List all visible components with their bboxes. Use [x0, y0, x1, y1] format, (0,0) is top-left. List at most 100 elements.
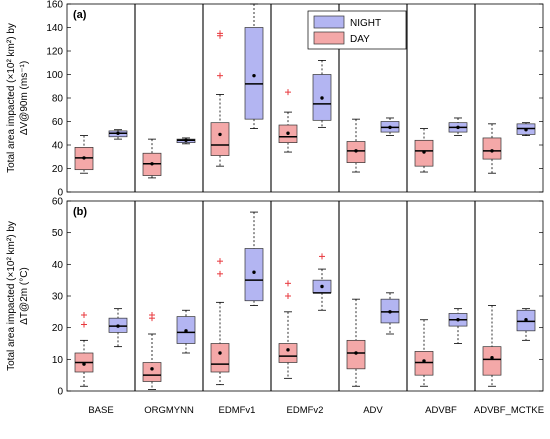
- box-day: [142, 138, 162, 179]
- mean-marker: [422, 359, 426, 363]
- box-night: [108, 308, 128, 348]
- mean-marker: [524, 128, 528, 132]
- mean-marker: [354, 149, 358, 153]
- x-tick-label: ADVBF_MCTKE: [474, 405, 544, 416]
- y-tick-label: 60: [52, 197, 64, 208]
- mean-marker: [218, 132, 222, 137]
- y-axis-label-line2: ΔT@2m (°C): [19, 267, 30, 325]
- mean-marker: [286, 131, 290, 135]
- legend-label: NIGHT: [350, 18, 381, 29]
- box-night: [244, 211, 264, 306]
- legend-label: DAY: [350, 34, 370, 45]
- mean-marker: [490, 356, 494, 360]
- x-tick-label: ADV: [363, 405, 383, 416]
- box-night: [516, 122, 536, 137]
- iqr-box: [414, 351, 434, 376]
- x-tick-label: BASE: [88, 405, 113, 416]
- outlier-marker: [217, 72, 223, 79]
- outlier-marker: [217, 30, 223, 37]
- box-night: [448, 308, 468, 344]
- y-axis-label-line1: Total area impacted (×10² km²) by: [6, 221, 17, 371]
- mean-marker: [422, 150, 426, 154]
- box-day: [346, 298, 366, 387]
- y-tick-label: 50: [52, 228, 64, 239]
- y-tick-label: 20: [52, 164, 64, 175]
- outlier-marker: [285, 89, 291, 96]
- box-night: [380, 117, 400, 137]
- mean-marker: [286, 348, 290, 352]
- box-day: [210, 258, 230, 386]
- mean-marker: [320, 284, 324, 289]
- mean-marker: [388, 310, 392, 314]
- mean-marker: [456, 125, 460, 130]
- iqr-box: [210, 343, 230, 373]
- mean-marker: [252, 73, 256, 78]
- y-tick-label: 0: [57, 387, 63, 398]
- box-night: [244, 3, 264, 129]
- box-day: [482, 305, 502, 387]
- box-day: [346, 118, 366, 173]
- legend-swatch-day: [313, 31, 345, 45]
- box-day: [278, 280, 298, 379]
- box-day: [414, 319, 434, 387]
- mean-marker: [82, 362, 86, 366]
- mean-marker: [252, 270, 256, 274]
- box-day: [210, 30, 230, 167]
- outlier-marker: [217, 270, 223, 277]
- y-tick-label: 20: [52, 323, 64, 334]
- y-tick-label: 80: [52, 94, 64, 105]
- panel-b: 0 10 20 30 40 50 60 (b) Total area impacted (×10…: [6, 197, 544, 417]
- legend: NIGHT DAY: [307, 10, 407, 50]
- y-axis-label-line2: ΔV@90m (ms⁻¹): [19, 61, 30, 135]
- y-tick-label: 60: [52, 117, 64, 128]
- outlier-marker: [217, 258, 223, 265]
- y-axis-label-line1: Total area impacted (×10² km²) by: [6, 23, 17, 173]
- mean-marker: [184, 138, 188, 142]
- mean-marker: [116, 324, 120, 328]
- mean-marker: [184, 329, 188, 333]
- box-night: [380, 292, 400, 335]
- y-tick-label: 0: [57, 188, 63, 199]
- mean-marker: [320, 96, 324, 100]
- mean-marker: [354, 351, 358, 355]
- y-tick-label: 30: [52, 292, 64, 303]
- mean-marker: [82, 156, 86, 160]
- mean-marker: [490, 149, 494, 153]
- mean-marker: [456, 318, 460, 322]
- box-night: [108, 129, 128, 140]
- iqr-box: [142, 362, 162, 382]
- iqr-box: [278, 343, 298, 363]
- box-night: [312, 253, 332, 311]
- x-tick-label: ADVBF: [425, 405, 457, 416]
- box-night: [448, 117, 468, 137]
- mean-marker: [116, 131, 120, 135]
- y-tick-label: 40: [52, 260, 64, 271]
- y-tick-label: 140: [46, 23, 63, 34]
- mean-marker: [388, 125, 392, 130]
- outlier-marker: [81, 312, 87, 318]
- box-night: [176, 137, 196, 145]
- mean-marker: [524, 318, 528, 322]
- panel-label: (a): [73, 9, 87, 21]
- box-night: [312, 60, 332, 128]
- y-tick-label: 160: [46, 0, 63, 11]
- box-night: [176, 309, 196, 354]
- iqr-box: [244, 27, 264, 120]
- y-tick-label: 120: [46, 47, 63, 58]
- box-day: [278, 89, 298, 153]
- y-tick-label: 10: [52, 355, 64, 366]
- box-day: [142, 312, 162, 390]
- mean-marker: [150, 367, 154, 371]
- iqr-box: [244, 248, 264, 302]
- box-day: [74, 312, 94, 387]
- plot-area: [66, 200, 544, 392]
- outlier-marker: [81, 321, 87, 328]
- outlier-marker: [149, 312, 155, 318]
- outlier-marker: [285, 293, 291, 299]
- plot-area: [66, 3, 544, 193]
- box-night: [516, 308, 536, 341]
- y-tick-label: 100: [46, 70, 63, 81]
- iqr-box: [482, 346, 502, 376]
- x-tick-label: EDMFv1: [219, 405, 256, 416]
